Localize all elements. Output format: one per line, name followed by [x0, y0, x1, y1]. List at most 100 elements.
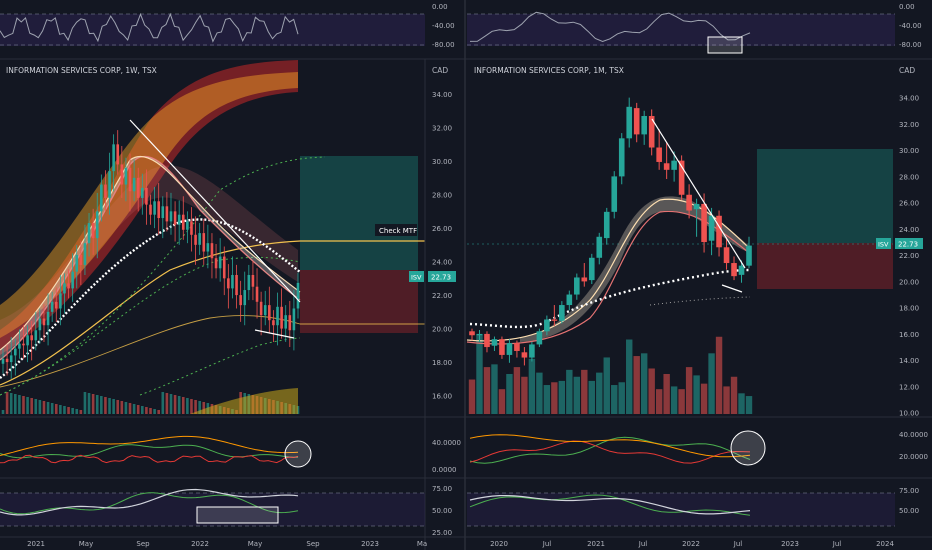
left-candle-body — [263, 305, 267, 316]
left-volume-bar — [108, 398, 111, 414]
right-time-axis: 2020 Jul 2021 Jul 2022 Jul 2023 Jul 2024 — [490, 540, 894, 548]
left-volume-bar — [165, 393, 169, 414]
right-volume-bar — [468, 379, 476, 414]
left-volume-bar — [30, 398, 33, 414]
left-trendline[interactable] — [129, 119, 301, 303]
left-volume-bar — [173, 395, 177, 414]
left-candle-body — [153, 201, 156, 215]
left-rsi-highlight-box[interactable] — [196, 506, 279, 524]
left-volume-bar — [136, 405, 140, 414]
right-top-tick-0: 0.00 — [899, 3, 915, 11]
right-x-tick: 2024 — [876, 540, 894, 548]
right-volume-bar — [611, 385, 618, 414]
left-volume-bar — [75, 409, 79, 414]
right-candle-body — [633, 108, 640, 135]
right-volume-bar — [663, 374, 670, 414]
right-y-tick: 34.00 — [899, 95, 919, 103]
right-volume-bar — [723, 386, 730, 414]
right-osc-tick-0: 40.0000 — [899, 431, 928, 439]
right-candle-body — [559, 305, 565, 321]
left-volume-bar — [153, 409, 156, 414]
right-loss-zone — [757, 243, 893, 289]
right-y-tick: 22.00 — [899, 252, 919, 260]
left-ma-green-dotted-low — [139, 337, 301, 396]
left-volume-bar — [9, 393, 13, 414]
left-candle-body — [132, 177, 136, 192]
left-volume-bar — [46, 402, 50, 414]
left-volume-bar — [95, 395, 99, 414]
right-osc-highlight-circle[interactable] — [730, 430, 766, 466]
right-volume-bar — [491, 364, 498, 414]
right-trendline[interactable] — [651, 118, 746, 269]
right-candle-body — [514, 343, 520, 351]
right-y-tick: 24.00 — [899, 226, 919, 234]
left-volume-bar — [177, 396, 181, 414]
right-badge-symbol-bg — [876, 238, 891, 249]
left-chart-panel[interactable]: INFORMATION SERVICES CORP, 1W, TSX CAD C… — [0, 3, 932, 550]
right-volume-bar — [581, 369, 588, 414]
right-chart-title: INFORMATION SERVICES CORP, 1M, TSX — [474, 66, 624, 75]
right-top-highlight-box[interactable] — [707, 36, 743, 54]
left-x-tick: Sep — [136, 540, 150, 548]
left-candle-body — [194, 234, 197, 245]
left-candle-body — [46, 311, 50, 326]
right-candle-body — [723, 247, 730, 264]
left-candle-body — [34, 330, 38, 341]
right-profit-zone — [757, 149, 893, 243]
left-chart-title: INFORMATION SERVICES CORP, 1W, TSX — [6, 66, 157, 75]
left-y-tick: 16.00 — [432, 393, 452, 401]
left-candle-body — [157, 201, 160, 219]
left-x-tick: 2023 — [361, 540, 379, 548]
right-candle-body — [491, 339, 498, 346]
right-candle-body — [551, 319, 558, 321]
left-candle-body — [63, 283, 66, 294]
left-candle-body — [272, 320, 275, 326]
right-support-line[interactable] — [721, 284, 743, 293]
left-price-badge — [428, 271, 456, 282]
left-osc-tick-1: 0.0000 — [432, 466, 457, 474]
right-rsi-tick-0: 75.00 — [899, 487, 919, 495]
right-osc-tick-1: 20.0000 — [899, 453, 928, 461]
left-candle-body — [13, 348, 17, 356]
left-ma-green-dotted-mid — [0, 256, 301, 396]
right-chart-panel[interactable]: 0.00 -40.00 -80.00 INFORMATION SERVICES … — [466, 3, 928, 548]
left-candle-body — [239, 295, 242, 306]
left-rsi-white-line — [0, 488, 299, 516]
left-candle-body — [87, 223, 91, 244]
left-volume-bar — [112, 399, 115, 414]
left-x-tick: Sep — [306, 540, 320, 548]
right-volume-bar — [483, 367, 491, 414]
left-candle-body — [288, 315, 292, 331]
right-volume-bar — [528, 358, 536, 414]
right-volume-bar — [640, 353, 648, 414]
left-candle-body — [243, 290, 247, 306]
left-volume-bar — [116, 400, 120, 414]
left-candle-body — [284, 315, 288, 329]
left-candle-body — [222, 256, 226, 279]
left-osc-highlight-circle[interactable] — [284, 440, 312, 468]
left-candle-body — [276, 306, 279, 326]
left-top-tick-0: 0.00 — [432, 3, 448, 11]
right-top-tick-1: -40.00 — [899, 22, 922, 30]
right-price-axis: 34.00 32.00 30.00 28.00 26.00 24.00 22.00 20.00… — [899, 95, 919, 418]
left-candle-body — [112, 144, 115, 172]
left-volume-bar — [26, 397, 29, 414]
left-support-line[interactable] — [254, 329, 295, 339]
right-ma-white-dots — [469, 268, 751, 329]
left-price-axis: 34.00 32.00 30.00 28.00 26.00 24.00 22.00 20.00… — [432, 91, 452, 400]
left-candle-body — [186, 221, 189, 230]
left-ma-yellow-long — [0, 240, 425, 386]
right-volume-bar — [678, 389, 685, 414]
left-annotation[interactable]: Check MTF — [379, 227, 417, 235]
left-volume-bar — [124, 402, 128, 414]
right-candle-body — [521, 352, 528, 358]
right-volume-bar — [506, 374, 513, 414]
left-candle-body — [198, 233, 201, 245]
left-volume-bar — [79, 410, 83, 414]
left-x-tick: 2021 — [27, 540, 45, 548]
right-x-tick: 2023 — [781, 540, 799, 548]
left-volume-bar — [161, 392, 165, 414]
left-osc-red-line — [0, 454, 299, 464]
left-candle-body — [227, 278, 230, 289]
